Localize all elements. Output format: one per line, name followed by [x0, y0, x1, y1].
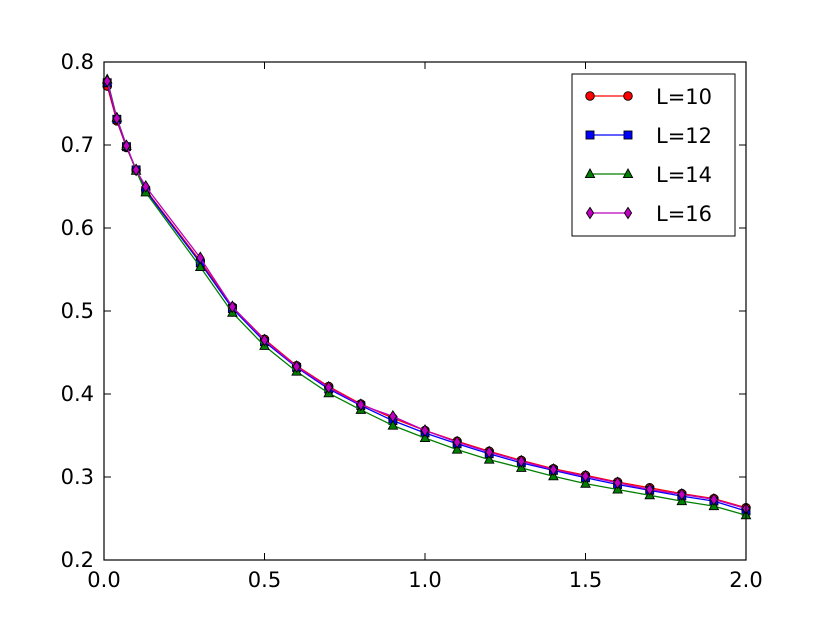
data-point — [483, 453, 495, 464]
legend-marker — [623, 91, 633, 101]
data-point — [324, 380, 333, 394]
plot-area — [101, 73, 752, 520]
y-tick-label: 0.5 — [61, 299, 94, 323]
data-point — [141, 180, 150, 193]
data-point — [517, 454, 526, 468]
y-tick-label: 0.3 — [61, 465, 94, 489]
data-point — [419, 432, 431, 443]
data-point — [228, 300, 237, 314]
data-point — [356, 398, 365, 412]
y-tick-label: 0.4 — [61, 382, 94, 406]
data-point — [292, 360, 301, 374]
legend-marker — [623, 206, 633, 220]
legend-marker — [622, 168, 634, 179]
legend-label: L=12 — [656, 124, 712, 148]
data-point — [131, 163, 141, 177]
legend-marker — [585, 206, 595, 220]
data-point — [581, 469, 590, 483]
x-tick-label: 1.5 — [569, 568, 602, 592]
data-point — [709, 492, 719, 506]
legend: L=10 L=12 L=14 L=16 — [571, 73, 736, 237]
data-point — [549, 463, 558, 476]
data-point — [194, 261, 206, 272]
data-point — [420, 424, 430, 437]
data-point — [388, 409, 398, 423]
x-tick-label: 1.0 — [408, 568, 441, 592]
data-point — [122, 139, 131, 153]
y-tick-label: 0.8 — [61, 50, 94, 74]
data-point — [112, 112, 121, 125]
y-tick-label: 0.2 — [61, 548, 94, 572]
data-point — [677, 487, 686, 501]
legend-marker — [623, 130, 633, 140]
data-point — [613, 476, 622, 490]
legend-item: L=14 — [584, 163, 712, 187]
data-point — [260, 333, 269, 347]
x-tick-label: 0.5 — [248, 568, 281, 592]
data-point — [451, 443, 463, 454]
data-point — [485, 445, 494, 459]
legend-item: L=10 — [585, 85, 712, 109]
axis-ticks: 0.0 0.5 1.0 1.5 2.0 0.2 0.3 0.4 0.5 0.6 0.7 0.8 — [61, 50, 763, 592]
data-point — [645, 483, 654, 496]
y-tick-label: 0.7 — [61, 133, 94, 157]
y-tick-label: 0.6 — [61, 216, 94, 240]
data-point — [103, 74, 112, 88]
series-L=16 — [103, 74, 751, 515]
legend-marker — [585, 130, 595, 140]
legend-marker — [584, 168, 596, 179]
legend-item: L=16 — [585, 202, 712, 226]
legend-item: L=12 — [585, 124, 712, 148]
data-point — [387, 419, 399, 430]
x-tick-label: 2.0 — [729, 568, 762, 592]
data-point — [452, 435, 462, 449]
data-point — [196, 251, 205, 265]
legend-box — [571, 73, 736, 237]
data-point — [580, 477, 591, 488]
legend-label: L=14 — [656, 163, 712, 187]
legend-label: L=10 — [656, 85, 712, 109]
legend-marker — [585, 91, 595, 101]
x-tick-label: 0.0 — [87, 568, 120, 592]
legend-label: L=16 — [656, 202, 712, 226]
